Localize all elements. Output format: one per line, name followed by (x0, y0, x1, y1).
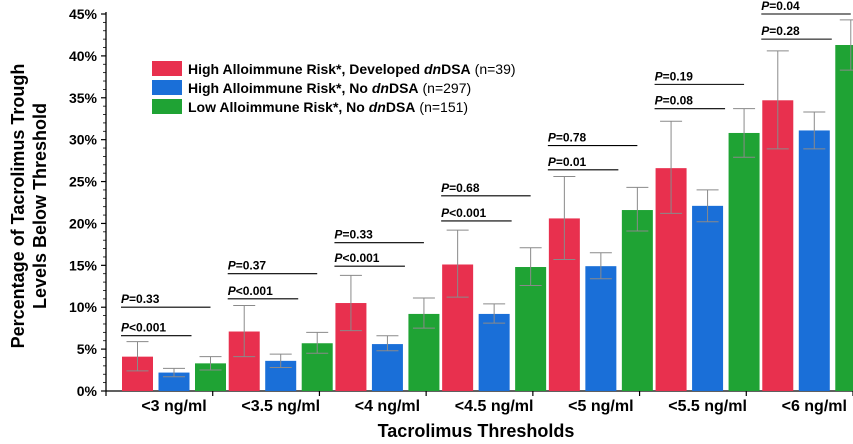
legend: High Alloimmune Risk*, Developed dnDSA (n… (152, 59, 516, 116)
bar (728, 132, 760, 391)
p-value-label: P=0.68 (441, 181, 480, 195)
legend-label: High Alloimmune Risk*, Developed dnDSA (188, 60, 471, 77)
p-value-label: P=0.37 (228, 259, 267, 273)
y-tick-label: 30% (69, 132, 98, 148)
y-axis-title-line: Levels Below Threshold (30, 103, 50, 309)
bar (585, 266, 617, 391)
error-bar-group (126, 19, 853, 378)
legend-sample-size: (n=39) (474, 60, 516, 77)
bar (515, 267, 547, 391)
legend-item: High Alloimmune Risk*, No dnDSA (n=297) (152, 78, 516, 97)
p-value-label: P=0.04 (761, 0, 800, 13)
x-axis: <3 ng/ml <3.5 ng/ml <4 ng/ml <4.5 ng/ml <5 n… (105, 390, 853, 415)
y-tick-label: 25% (69, 174, 98, 190)
bar-series-group (122, 44, 853, 392)
legend-item: Low Alloimmune Risk*, No dnDSA (n=151) (152, 97, 516, 116)
bar (621, 210, 653, 391)
y-tick-label: 0% (77, 383, 98, 399)
x-tick-label: <4.5 ng/ml (455, 398, 534, 415)
p-value-label: P=0.33 (334, 228, 373, 242)
x-tick-label: <4 ng/ml (355, 398, 420, 415)
legend-label: Low Alloimmune Risk*, No dnDSA (188, 98, 416, 115)
legend-swatch (152, 99, 182, 114)
p-value-label: P<0.001 (228, 284, 273, 298)
p-value-label: P=0.19 (655, 69, 694, 83)
bar (371, 344, 403, 391)
legend-sample-size: (n=297) (422, 79, 472, 96)
x-tick-label: <5 ng/ml (568, 398, 633, 415)
y-tick-label: 15% (69, 257, 98, 273)
legend-swatch (152, 80, 182, 95)
bar (692, 205, 724, 391)
y-axis: 0% 5% 10% 15% 20% 25% 30% 35% 40% 45% (69, 6, 107, 399)
legend-swatch (152, 61, 182, 76)
x-tick-label: <6 ng/ml (782, 398, 847, 415)
y-tick-label: 35% (69, 90, 98, 106)
y-axis-title: Percentage of Tacrolimus Trough Levels Be… (8, 64, 50, 349)
bar (478, 313, 510, 391)
p-value-label: P=0.78 (548, 131, 587, 145)
y-axis-title-line: Percentage of Tacrolimus Trough (8, 64, 28, 349)
y-tick-label: 20% (69, 215, 98, 231)
legend-label: High Alloimmune Risk*, No dnDSA (188, 79, 419, 96)
y-tick-label: 45% (69, 6, 98, 22)
x-axis-title: Tacrolimus Thresholds (378, 421, 575, 441)
p-value-label: P<0.001 (441, 206, 486, 220)
y-tick-label: 10% (69, 299, 98, 315)
x-tick-label: <5.5 ng/ml (668, 398, 747, 415)
x-tick-label: <3.5 ng/ml (241, 398, 320, 415)
p-value-label: P=0.08 (655, 94, 694, 108)
p-value-label: P<0.001 (334, 251, 379, 265)
p-value-label: P<0.001 (121, 321, 166, 335)
x-tick-label: <3 ng/ml (141, 398, 206, 415)
bar (835, 44, 853, 392)
bar (798, 130, 830, 391)
p-value-label: P=0.33 (121, 292, 160, 306)
significance-annotations: P=0.33 P<0.001 P=0.37 P<0.001 P=0.33 P<0.001 P… (121, 0, 851, 337)
y-tick-label: 40% (69, 48, 98, 64)
legend-item: High Alloimmune Risk*, Developed dnDSA (n… (152, 59, 516, 78)
p-value-label: P=0.01 (548, 155, 587, 169)
legend-sample-size: (n=151) (419, 98, 469, 115)
p-value-label: P=0.28 (761, 24, 800, 38)
y-tick-label: 5% (77, 341, 98, 357)
